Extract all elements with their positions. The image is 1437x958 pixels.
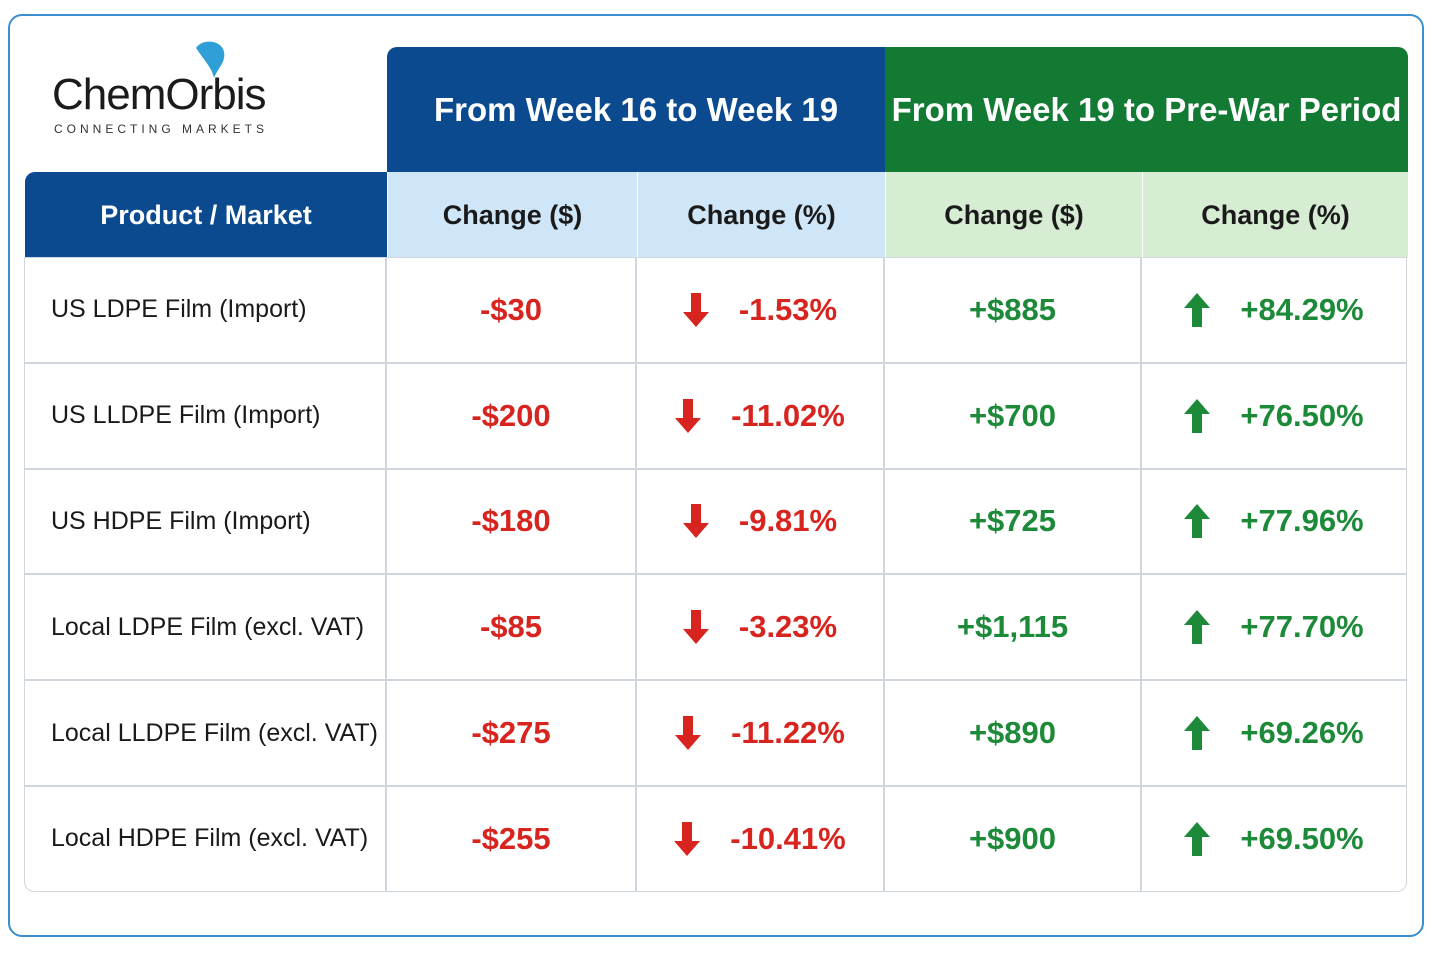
table-cell: -10.41%: [636, 786, 884, 892]
group-header: From Week 19 to Pre-War Period: [885, 47, 1408, 172]
table-cell: US LDPE Film (Import): [24, 257, 386, 363]
cell-text: +$890: [968, 715, 1057, 751]
cell-text: -9.81%: [738, 503, 838, 539]
arrow-up: [1184, 292, 1211, 327]
column-header: Change ($): [885, 172, 1142, 258]
logo-mark: [196, 41, 225, 78]
arrow-down: [682, 292, 709, 327]
cell-text: Local LLDPE Film (excl. VAT): [51, 718, 378, 747]
cell-text: +76.50%: [1240, 397, 1364, 433]
cell-text: +84.29%: [1240, 291, 1364, 327]
cell-text: -$85: [479, 609, 543, 645]
table-cell: Local HDPE Film (excl. VAT): [24, 786, 386, 892]
frame: [8, 14, 1424, 937]
cell-text: -$180: [471, 503, 551, 539]
cell-text: +77.96%: [1240, 503, 1364, 539]
arrow-down: [675, 398, 702, 433]
column-header: Change (%): [637, 172, 885, 258]
table-cell: +$890: [884, 680, 1141, 786]
table-cell: +$700: [884, 362, 1141, 469]
cell-text: US LDPE Film (Import): [51, 295, 307, 324]
table-cell: +77.96%: [1141, 468, 1407, 575]
cell-text: Local HDPE Film (excl. VAT): [51, 824, 369, 853]
arrow-up: [1184, 716, 1211, 751]
arrow-up: [1184, 821, 1211, 856]
arrow-up: [1184, 504, 1211, 539]
table-cell: -1.53%: [636, 257, 884, 363]
group-header: From Week 16 to Week 19: [387, 47, 885, 172]
cell-text: -$255: [471, 820, 551, 856]
cell-text: +$900: [968, 820, 1057, 856]
column-header: Change (%): [1142, 172, 1408, 258]
table-cell: Local LDPE Film (excl. VAT): [24, 574, 386, 681]
cell-text: -$30: [479, 291, 543, 327]
table-cell: +69.26%: [1141, 680, 1407, 786]
arrow-down: [674, 821, 701, 856]
arrow-down: [675, 716, 702, 751]
table-cell: Local LLDPE Film (excl. VAT): [24, 680, 386, 786]
cell-text: -10.41%: [730, 820, 846, 856]
cell-text: Local LDPE Film (excl. VAT): [51, 612, 365, 641]
table-cell: -9.81%: [636, 468, 884, 575]
table-cell: -$255: [386, 786, 636, 892]
cell-text: -$200: [471, 397, 551, 433]
logo-tagline: CONNECTING MARKETS: [54, 122, 269, 136]
table-cell: -3.23%: [636, 574, 884, 681]
arrow-up: [1184, 398, 1211, 433]
column-header: Change ($): [387, 172, 637, 258]
cell-text: -11.02%: [731, 397, 845, 433]
cell-text: -3.23%: [738, 609, 838, 645]
table-cell: -11.02%: [636, 362, 884, 469]
cell-text: US HDPE Film (Import): [51, 506, 311, 535]
table-cell: US LLDPE Film (Import): [24, 362, 386, 469]
table-cell: +$885: [884, 257, 1141, 363]
table-cell: +$900: [884, 786, 1141, 892]
table-cell: +77.70%: [1141, 574, 1407, 681]
table-cell: -$200: [386, 362, 636, 469]
table-cell: -$30: [386, 257, 636, 363]
logo-name: ChemOrbis: [52, 70, 266, 119]
column-header: Product / Market: [25, 172, 387, 258]
cell-text: +77.70%: [1240, 609, 1364, 645]
table-cell: US HDPE Film (Import): [24, 468, 386, 575]
table-cell: -$85: [386, 574, 636, 681]
arrow-down: [682, 504, 709, 539]
arrow-down: [682, 610, 709, 645]
cell-text: +$700: [968, 397, 1057, 433]
cell-text: US LLDPE Film (Import): [51, 401, 321, 430]
table-cell: -$180: [386, 468, 636, 575]
table-cell: +76.50%: [1141, 362, 1407, 469]
arrow-up: [1184, 610, 1211, 645]
table-cell: +$1,115: [884, 574, 1141, 681]
cell-text: -1.53%: [738, 291, 838, 327]
cell-text: +69.26%: [1240, 715, 1364, 751]
table-cell: +$725: [884, 468, 1141, 575]
cell-text: +69.50%: [1240, 820, 1364, 856]
cell-text: -11.22%: [731, 715, 845, 751]
table-cell: +69.50%: [1141, 786, 1407, 892]
cell-text: +$1,115: [956, 609, 1069, 645]
cell-text: +$885: [968, 291, 1057, 327]
cell-text: -$275: [471, 715, 551, 751]
table-cell: -11.22%: [636, 680, 884, 786]
cell-text: +$725: [968, 503, 1057, 539]
table-cell: +84.29%: [1141, 257, 1407, 363]
table-cell: -$275: [386, 680, 636, 786]
